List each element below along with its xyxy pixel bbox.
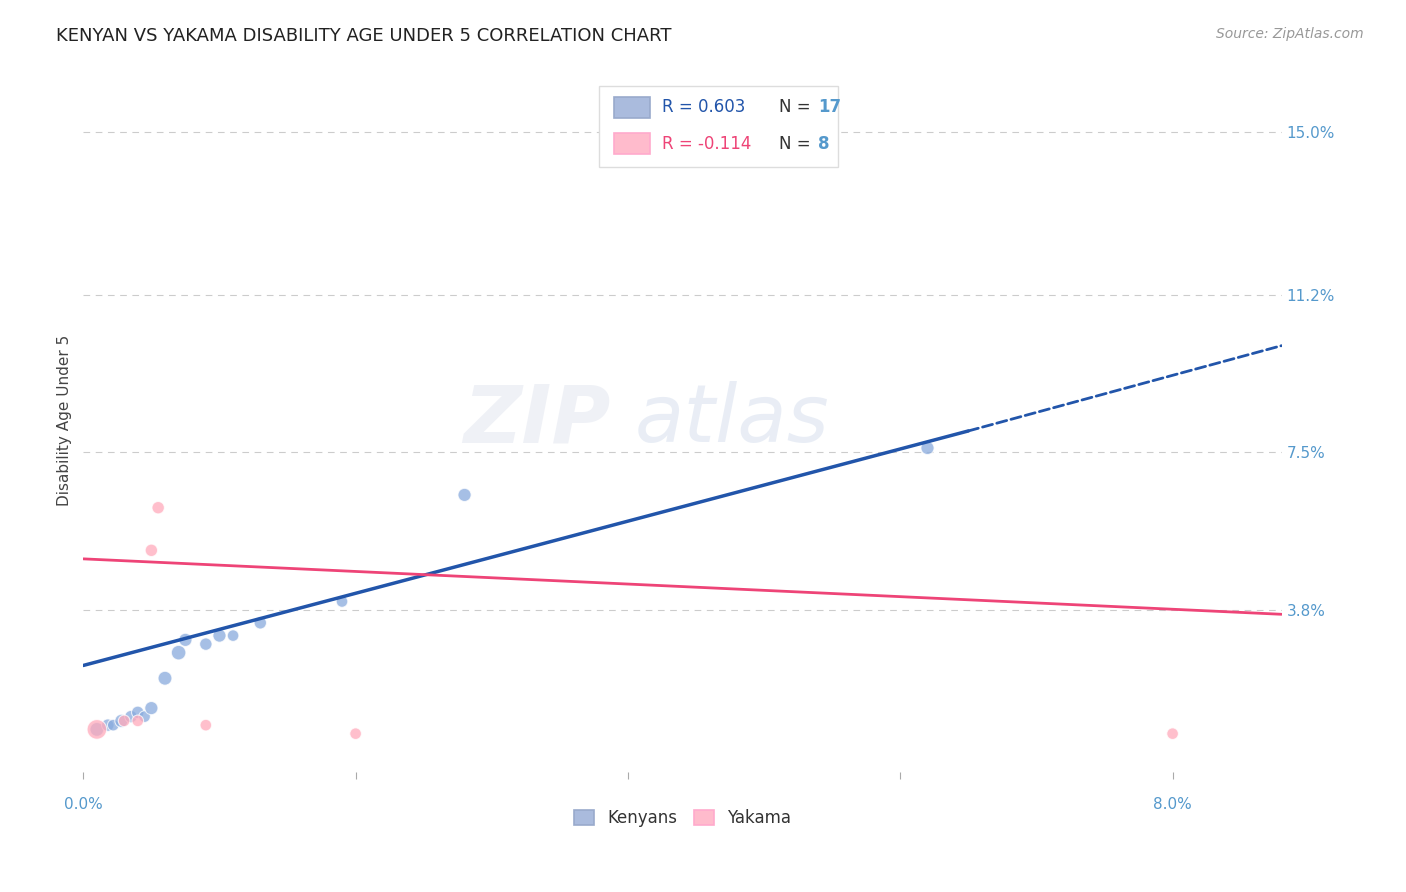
Point: [344, 727, 367, 741]
Point: [167, 646, 190, 660]
Text: R = -0.114: R = -0.114: [662, 135, 751, 153]
Point: [127, 706, 149, 720]
Text: R = 0.603: R = 0.603: [662, 98, 745, 116]
Y-axis label: Disability Age Under 5: Disability Age Under 5: [58, 334, 72, 506]
Point: [194, 718, 217, 732]
Point: [153, 671, 176, 685]
Legend: Kenyans, Yakama: Kenyans, Yakama: [567, 803, 797, 834]
Text: N =: N =: [779, 135, 811, 153]
Text: atlas: atlas: [634, 381, 830, 459]
FancyBboxPatch shape: [614, 133, 650, 154]
Point: [330, 594, 353, 608]
Point: [127, 714, 149, 728]
Text: 8: 8: [818, 135, 830, 153]
Text: KENYAN VS YAKAMA DISABILITY AGE UNDER 5 CORRELATION CHART: KENYAN VS YAKAMA DISABILITY AGE UNDER 5 …: [56, 27, 672, 45]
Point: [222, 629, 245, 643]
Point: [86, 723, 108, 737]
Point: [141, 701, 163, 715]
Point: [134, 709, 156, 723]
Text: 17: 17: [818, 98, 841, 116]
Text: 0.0%: 0.0%: [63, 797, 103, 812]
Point: [120, 709, 142, 723]
Point: [453, 488, 475, 502]
Point: [103, 718, 125, 732]
Point: [174, 632, 197, 647]
Point: [110, 714, 132, 728]
Text: N =: N =: [779, 98, 811, 116]
Text: 8.0%: 8.0%: [1153, 797, 1192, 812]
Point: [208, 629, 231, 643]
Point: [148, 500, 170, 515]
FancyBboxPatch shape: [614, 96, 650, 118]
Point: [917, 441, 939, 455]
Point: [194, 637, 217, 651]
Point: [112, 714, 135, 728]
FancyBboxPatch shape: [599, 87, 838, 167]
Point: [86, 723, 108, 737]
Point: [1161, 727, 1184, 741]
Point: [141, 543, 163, 558]
Text: ZIP: ZIP: [463, 381, 610, 459]
Text: Source: ZipAtlas.com: Source: ZipAtlas.com: [1216, 27, 1364, 41]
Point: [249, 615, 271, 630]
Point: [97, 718, 120, 732]
